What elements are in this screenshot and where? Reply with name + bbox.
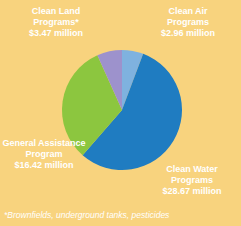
category-label: Clean AirPrograms [167, 6, 209, 27]
data-label: $2.96 million [161, 28, 215, 38]
data-label: $3.47 million [29, 28, 83, 38]
category-label: Clean LandPrograms* [32, 6, 81, 27]
category-label: General AssistanceProgram [2, 138, 85, 159]
chart-svg: Clean AirPrograms$2.96 million Clean Wate… [0, 0, 241, 226]
data-label: $28.67 million [162, 186, 221, 196]
data-label: $16.42 million [14, 160, 73, 170]
category-label: Clean WaterPrograms [166, 164, 218, 185]
slices [62, 50, 182, 170]
background [0, 0, 241, 226]
footnote: *Brownfields, underground tanks, pestici… [4, 210, 170, 220]
pie-slice [97, 50, 122, 110]
chart-container: Clean AirPrograms$2.96 million Clean Wate… [0, 0, 241, 226]
